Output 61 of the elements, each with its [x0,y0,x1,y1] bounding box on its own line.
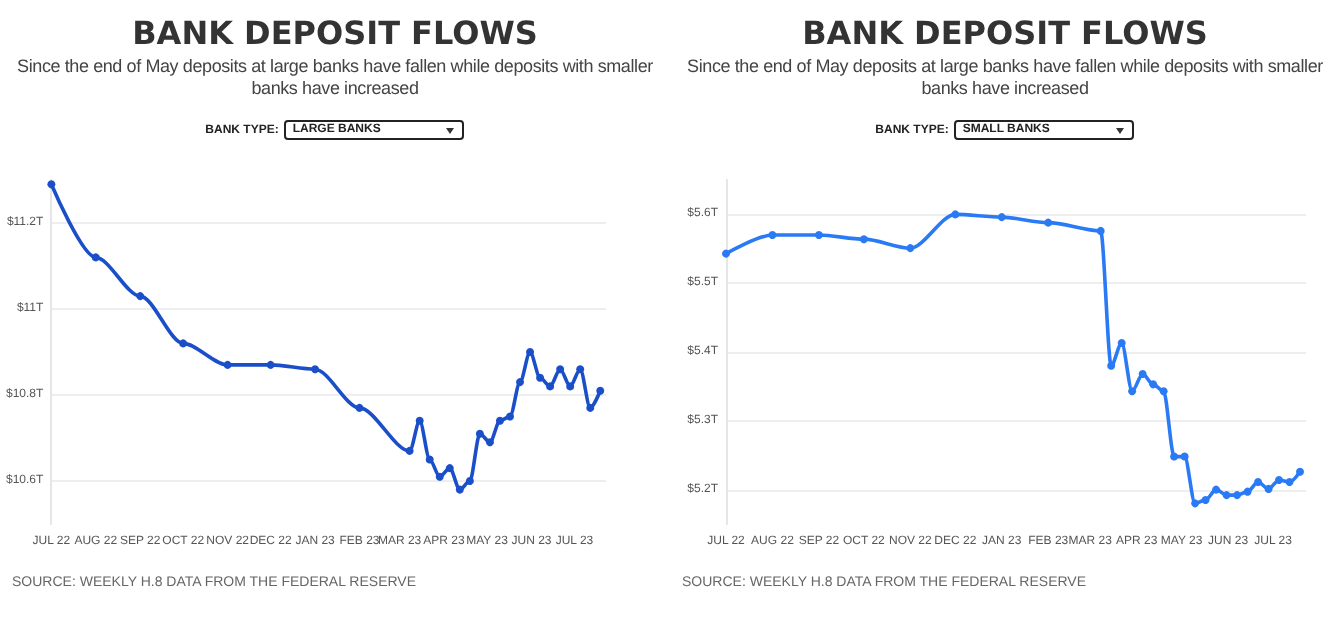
point [1275,475,1284,484]
point [136,292,145,301]
point [814,231,823,240]
point [1096,226,1105,235]
point [516,378,525,387]
point [566,382,575,391]
point [586,403,595,412]
point [1233,491,1242,500]
point [556,365,565,374]
point [722,249,730,258]
point [1201,495,1210,504]
point [997,213,1006,222]
point [455,485,464,494]
point [1138,370,1147,379]
point [179,339,188,348]
chart-title: BANK DEPOSIT FLOWS [130,14,540,52]
point [526,348,535,356]
point [1117,339,1126,348]
point [1044,218,1053,227]
point [1254,478,1263,487]
chart-subtitle: Since the end of May deposits at large banks have fallen while deposits with smaller banks have increased [685,56,1325,100]
point [1212,485,1221,494]
point [311,365,320,374]
point [1149,380,1158,389]
point [576,365,585,374]
point [445,464,454,473]
point [859,235,868,244]
point [1107,361,1116,370]
point [951,210,960,219]
point [485,438,494,447]
point [415,416,424,425]
point [1285,478,1294,487]
line-series [722,210,1305,508]
point [435,472,444,481]
chart-subtitle: Since the end of May deposits at large banks have fallen while deposits with smaller banks have increased [15,56,655,100]
point [355,403,364,412]
chart-title: BANK DEPOSIT FLOWS [800,14,1210,52]
point [1170,452,1179,461]
point [1296,467,1305,476]
point [223,360,232,369]
point [475,429,484,438]
point [47,180,56,189]
point [405,446,414,455]
point [546,382,555,391]
point [536,373,545,382]
point [1191,499,1200,508]
point [465,477,474,485]
point [495,416,504,425]
point [91,253,100,262]
point [1264,484,1273,493]
point [1243,487,1252,496]
point [768,231,777,240]
point [425,455,434,464]
point [266,360,275,369]
point [1180,452,1189,461]
point [1159,387,1168,396]
point [906,244,915,253]
point [1128,387,1137,396]
point [1222,491,1231,500]
point [596,386,605,395]
point [505,412,514,421]
